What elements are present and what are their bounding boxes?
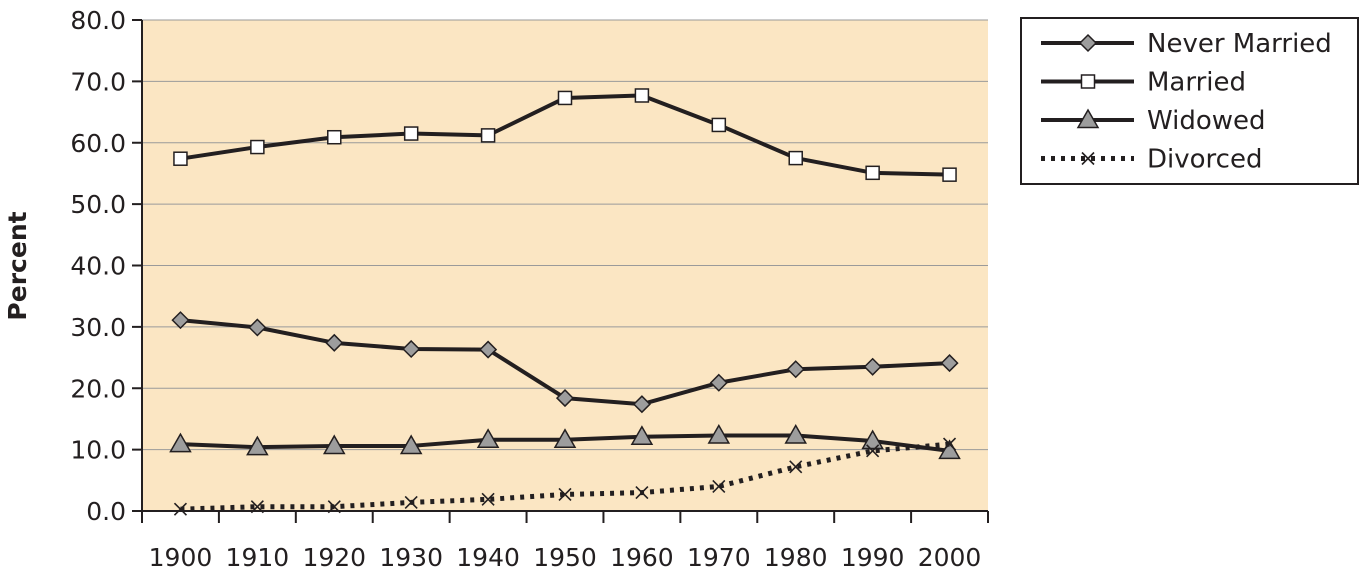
x-tick-label: 1950 [533, 543, 597, 572]
data-point-never-married [863, 357, 882, 376]
x-marker-stroke [942, 437, 957, 451]
series-divorced [173, 437, 957, 516]
x-marker-stroke [481, 492, 495, 506]
legend: Never Married Married Widowed Divorced [1020, 17, 1359, 185]
data-point-widowed [784, 423, 808, 444]
x-marker-stroke [558, 487, 572, 501]
series-never-married [171, 311, 959, 414]
x-marker-stroke [1081, 151, 1095, 166]
legend-label-married: Married [1147, 68, 1246, 98]
legend-marker-widowed [1076, 108, 1100, 129]
x-tick-label: 2000 [918, 543, 982, 572]
data-point-divorced [942, 437, 957, 451]
x-marker-stroke [635, 486, 649, 500]
legend-box [1020, 17, 1359, 185]
data-point-divorced [558, 487, 572, 501]
y-tick-labels: 0.0 10.0 20.0 30.0 40.0 50.0 60.0 70.0 80.0 [70, 6, 126, 526]
data-point-married [788, 150, 803, 166]
data-point-widowed [399, 434, 423, 455]
x-tick-label: 1990 [841, 543, 905, 572]
x-marker-stroke [404, 495, 418, 509]
data-point-married [173, 151, 188, 166]
x-marker-stroke [173, 502, 188, 516]
y-axis-label: Percent [3, 211, 32, 320]
data-point-widowed [322, 434, 346, 455]
data-point-never-married [786, 360, 805, 379]
data-point-widowed [246, 435, 269, 456]
y-tick-label: 80.0 [70, 6, 126, 35]
y-tick-label: 60.0 [70, 129, 126, 158]
series-widowed [169, 423, 961, 460]
data-point-married [327, 129, 342, 145]
data-point-divorced [789, 460, 803, 474]
x-tick-labels: 1900 1910 1920 1930 1940 1950 1960 1970 1980 1990… [149, 543, 982, 572]
gridlines [142, 19, 988, 451]
data-point-married [557, 90, 573, 106]
axes [132, 19, 989, 523]
series-married [173, 88, 957, 182]
data-point-divorced [712, 479, 726, 494]
data-point-never-married [479, 340, 498, 359]
data-point-never-married [632, 395, 651, 414]
x-tick-label: 1910 [226, 543, 290, 572]
data-point-widowed [553, 428, 577, 449]
x-marker-stroke [712, 479, 726, 494]
x-tick-label: 1930 [379, 543, 443, 572]
data-point-widowed [861, 429, 884, 450]
x-marker-stroke [866, 444, 880, 458]
x-marker-stroke [789, 460, 803, 474]
data-point-divorced [635, 486, 649, 500]
data-point-married [403, 126, 419, 141]
data-point-widowed [707, 423, 731, 444]
legend-label-never-married: Never Married [1147, 29, 1332, 59]
data-point-divorced [866, 444, 880, 458]
data-point-married [480, 128, 496, 143]
data-point-never-married [940, 354, 959, 373]
data-point-married [711, 117, 727, 133]
x-tick-label: 1920 [302, 543, 366, 572]
x-tick-label: 1900 [149, 543, 213, 572]
data-point-married [634, 88, 650, 103]
data-point-never-married [325, 333, 344, 352]
data-point-never-married [555, 389, 575, 408]
data-point-widowed [476, 428, 500, 449]
data-point-never-married [248, 318, 267, 337]
y-tick-label: 30.0 [70, 313, 126, 342]
y-tick-label: 50.0 [70, 190, 126, 219]
y-tick-label: 0.0 [86, 497, 126, 526]
series-layer [169, 88, 961, 516]
data-point-never-married [709, 373, 728, 392]
y-tick-label: 40.0 [70, 252, 126, 281]
x-tick-label: 1940 [456, 543, 520, 572]
legend-marker-never-married [1078, 33, 1098, 53]
data-point-married [250, 139, 265, 155]
data-point-divorced [327, 500, 341, 514]
data-point-widowed [630, 425, 654, 445]
y-tick-label: 70.0 [70, 67, 126, 96]
y-tick-label: 20.0 [70, 374, 126, 403]
y-tick-label: 10.0 [70, 436, 126, 465]
x-tick-label: 1970 [687, 543, 751, 572]
legend-marker-married [1080, 74, 1096, 89]
legend-label-widowed: Widowed [1147, 106, 1266, 136]
x-marker-stroke [250, 500, 264, 514]
data-point-divorced [173, 502, 188, 516]
x-tick-label: 1980 [764, 543, 828, 572]
data-point-married [942, 167, 957, 182]
data-point-divorced [250, 500, 264, 514]
data-point-divorced [404, 495, 418, 509]
data-point-divorced [481, 492, 495, 506]
legend-marker-divorced [1081, 151, 1095, 166]
data-point-widowed [169, 432, 192, 453]
legend-label-divorced: Divorced [1147, 145, 1262, 175]
data-point-never-married [402, 339, 421, 359]
x-marker-stroke [327, 500, 341, 514]
data-point-married [865, 165, 880, 181]
x-tick-label: 1960 [610, 543, 674, 572]
data-point-never-married [171, 311, 190, 330]
